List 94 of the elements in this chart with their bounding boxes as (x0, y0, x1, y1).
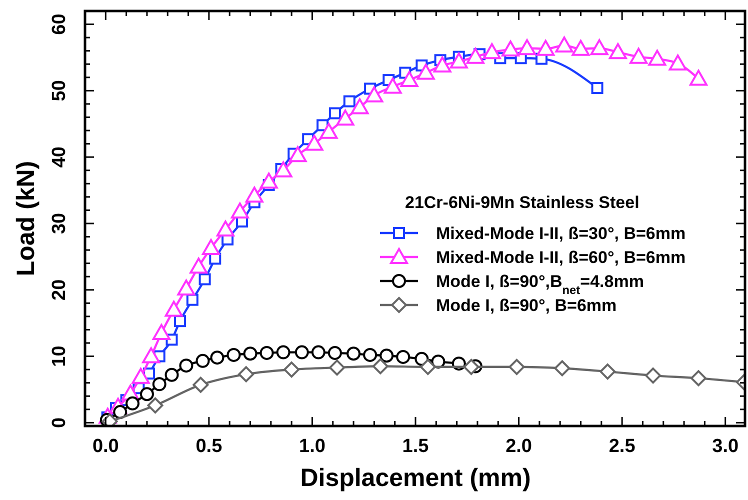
y-tick-label: 60 (49, 14, 70, 35)
legend-label: Mode I, ß=90°, B=6mm (436, 296, 617, 315)
y-axis-title: Load (kN) (12, 160, 40, 276)
x-axis-title: Displacement (mm) (300, 464, 531, 492)
point (343, 95, 356, 108)
x-tick-label: 2.5 (608, 436, 636, 457)
point (384, 78, 402, 94)
point (590, 39, 608, 56)
y-tick-label: 20 (49, 279, 70, 300)
point (190, 258, 208, 274)
point (126, 396, 140, 410)
y-tick-label: 40 (49, 146, 70, 168)
point (482, 43, 501, 60)
point (142, 347, 160, 364)
x-tick-label: 2.0 (506, 436, 532, 457)
y-tick-label: 50 (49, 80, 70, 102)
point (645, 368, 662, 384)
point (329, 360, 346, 376)
point (365, 86, 384, 102)
point (336, 110, 354, 126)
point (690, 370, 706, 386)
point (305, 134, 324, 151)
point (276, 345, 290, 360)
point (192, 376, 209, 393)
point (132, 368, 150, 384)
x-tick-label: 1.5 (402, 436, 430, 457)
point (433, 56, 452, 72)
point (245, 186, 264, 203)
point (164, 300, 183, 317)
y-tick-label: 0 (49, 417, 70, 428)
point (174, 315, 186, 328)
point (502, 40, 520, 57)
x-tick-label: 3.0 (712, 436, 739, 457)
point (536, 40, 555, 56)
point (508, 358, 525, 375)
point (363, 348, 378, 362)
point (238, 366, 254, 382)
point (260, 346, 274, 360)
x-tick-label: 0.0 (92, 436, 119, 457)
point (147, 397, 164, 414)
x-tick-label: 0.5 (196, 436, 223, 457)
point (226, 348, 241, 362)
point (164, 368, 179, 382)
point (328, 346, 342, 360)
point (450, 52, 468, 68)
point (372, 358, 388, 374)
point (260, 172, 278, 189)
point (689, 70, 708, 86)
point (186, 294, 198, 306)
point (591, 82, 604, 94)
legend-label: Mode I, ß=90°,B$_{net}$=4.8mm (436, 272, 644, 297)
point (284, 362, 300, 378)
point (648, 50, 666, 66)
point (572, 40, 590, 56)
point (320, 122, 338, 139)
point (350, 98, 369, 114)
point (179, 358, 194, 373)
point (328, 107, 341, 120)
point (554, 360, 570, 376)
point (380, 348, 394, 363)
point (288, 146, 307, 162)
legend-title: 21Cr-6Ni-9Mn Stainless Steel (405, 193, 640, 212)
point (202, 239, 220, 256)
point (274, 161, 292, 178)
point (346, 346, 361, 361)
point (152, 324, 170, 340)
legend-label: Mixed-Mode I-II, ß=30°, B=6mm (436, 224, 686, 243)
point (311, 345, 326, 360)
point (463, 358, 480, 375)
point (294, 345, 309, 360)
y-tick-label: 10 (49, 346, 70, 367)
point (140, 387, 154, 402)
x-tick-label: 1.0 (299, 436, 326, 457)
point (518, 39, 536, 56)
point (216, 220, 234, 236)
point (196, 354, 210, 368)
point (152, 377, 166, 392)
point (600, 364, 616, 380)
point (396, 350, 410, 364)
point (668, 54, 687, 70)
y-tick-label: 30 (49, 212, 70, 234)
point (630, 48, 648, 64)
point (230, 202, 249, 219)
point (555, 36, 574, 53)
point (198, 273, 211, 286)
point (420, 358, 436, 375)
point (416, 64, 435, 80)
point (400, 71, 418, 88)
point (177, 280, 196, 296)
legend-label: Mixed-Mode I-II, ß=60°, B=6mm (436, 248, 686, 267)
point (608, 43, 627, 60)
point (243, 346, 258, 361)
point (466, 48, 484, 64)
point (210, 350, 224, 365)
